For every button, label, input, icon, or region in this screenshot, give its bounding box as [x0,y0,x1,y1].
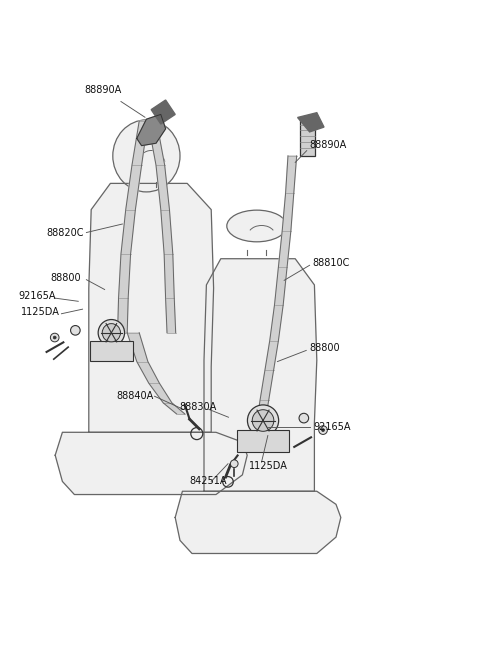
Bar [237,430,289,452]
Text: 1125DA: 1125DA [249,461,288,472]
Bar [300,120,315,156]
Ellipse shape [319,426,327,434]
Text: 88800: 88800 [50,273,81,284]
Polygon shape [204,259,317,491]
Ellipse shape [113,120,180,192]
Text: 88830A: 88830A [179,402,216,413]
Text: 88890A: 88890A [84,85,121,96]
Text: 92165A: 92165A [313,422,350,432]
Text: 88890A: 88890A [310,140,347,151]
Ellipse shape [230,460,238,468]
Ellipse shape [227,210,287,242]
Text: 84251A: 84251A [190,476,227,487]
Text: 88810C: 88810C [312,258,350,269]
Text: 88800: 88800 [310,343,340,354]
Polygon shape [118,121,148,333]
Polygon shape [148,121,176,333]
Ellipse shape [102,324,120,342]
Ellipse shape [50,333,59,342]
Polygon shape [151,100,175,124]
Polygon shape [175,491,341,553]
Ellipse shape [71,326,80,335]
Bar [90,341,133,361]
Text: 88840A: 88840A [117,391,154,402]
Ellipse shape [299,413,309,423]
Polygon shape [257,156,297,422]
Text: 1125DA: 1125DA [21,307,60,317]
Ellipse shape [248,405,279,436]
Ellipse shape [53,336,56,339]
Polygon shape [127,333,185,414]
Text: 92165A: 92165A [18,291,56,301]
Text: 88820C: 88820C [47,227,84,238]
Polygon shape [137,115,166,145]
Ellipse shape [252,410,274,431]
Polygon shape [55,432,247,495]
Ellipse shape [98,320,125,346]
Polygon shape [298,113,324,132]
Ellipse shape [322,428,324,432]
Polygon shape [89,183,214,432]
